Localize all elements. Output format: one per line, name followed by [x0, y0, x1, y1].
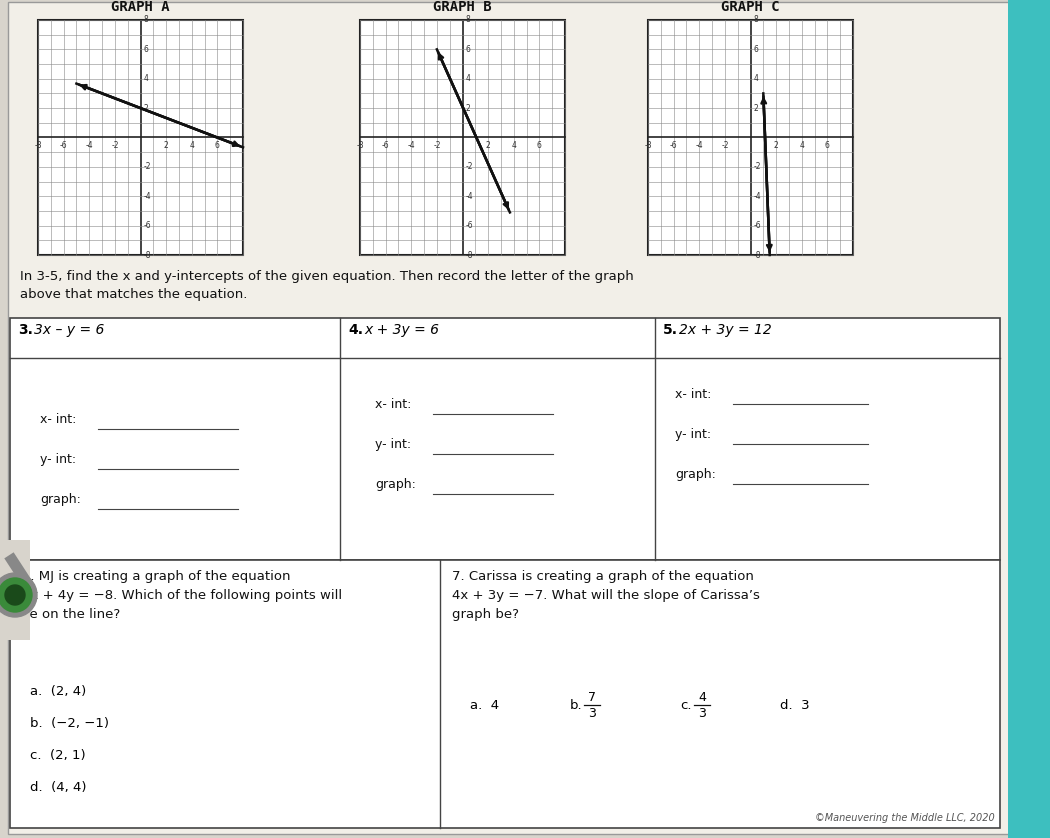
Text: -6: -6	[60, 142, 67, 151]
Text: 6: 6	[537, 142, 542, 151]
Text: x- int:: x- int:	[375, 398, 412, 411]
Text: -6: -6	[144, 221, 151, 230]
Text: 5.: 5.	[663, 323, 678, 337]
Text: graph:: graph:	[675, 468, 716, 481]
Text: -2: -2	[721, 142, 729, 151]
Text: 3x – y = 6: 3x – y = 6	[34, 323, 104, 337]
Text: y- int:: y- int:	[375, 438, 412, 451]
Text: 4: 4	[144, 75, 148, 83]
Text: -6: -6	[465, 221, 474, 230]
Text: d.  3: d. 3	[780, 699, 810, 711]
Text: graph:: graph:	[40, 493, 81, 506]
Text: x + 3y = 6: x + 3y = 6	[364, 323, 439, 337]
Text: c.  (2, 1): c. (2, 1)	[30, 749, 86, 762]
Text: -4: -4	[465, 192, 474, 201]
Text: 2: 2	[486, 142, 490, 151]
Bar	[10, 318, 1000, 560]
Text: -6: -6	[382, 142, 390, 151]
Text: -2: -2	[433, 142, 441, 151]
Bar	[648, 20, 853, 255]
Text: ©Maneuvering the Middle LLC, 2020: ©Maneuvering the Middle LLC, 2020	[815, 813, 995, 823]
Text: 6: 6	[754, 45, 758, 54]
Text: a.  4: a. 4	[470, 699, 499, 711]
Bar	[38, 20, 243, 255]
Bar	[0, 540, 30, 640]
Text: -4: -4	[144, 192, 151, 201]
Text: 2: 2	[164, 142, 168, 151]
Text: -4: -4	[754, 192, 761, 201]
Text: x- int:: x- int:	[40, 413, 77, 426]
Text: 6: 6	[144, 45, 148, 54]
Text: 4: 4	[511, 142, 517, 151]
Text: In 3-5, find the x and y-intercepts of the given equation. Then record the lette: In 3-5, find the x and y-intercepts of t…	[20, 270, 634, 301]
Text: graph:: graph:	[375, 478, 416, 491]
Circle shape	[0, 578, 32, 612]
Text: -2: -2	[111, 142, 119, 151]
Text: 3.: 3.	[18, 323, 33, 337]
Text: -8: -8	[356, 142, 363, 151]
Text: 4.: 4.	[348, 323, 363, 337]
Text: a.  (2, 4): a. (2, 4)	[30, 685, 86, 698]
Text: -8: -8	[35, 142, 42, 151]
Text: -2: -2	[144, 163, 151, 172]
Text: 4: 4	[189, 142, 194, 151]
Text: 6: 6	[465, 45, 470, 54]
Circle shape	[0, 573, 37, 617]
Text: 3: 3	[698, 706, 706, 720]
Text: -6: -6	[754, 221, 761, 230]
Text: 7. Carissa is creating a graph of the equation
4x + 3y = −7. What will the slope: 7. Carissa is creating a graph of the eq…	[452, 570, 760, 621]
Text: GRAPH A: GRAPH A	[111, 0, 170, 14]
Text: b.  (−2, −1): b. (−2, −1)	[30, 717, 109, 730]
Text: 2: 2	[774, 142, 778, 151]
Text: 2: 2	[754, 104, 758, 112]
Text: 4: 4	[799, 142, 804, 151]
Text: -2: -2	[754, 163, 761, 172]
Text: 3: 3	[588, 706, 596, 720]
Text: -4: -4	[407, 142, 415, 151]
Text: 8: 8	[465, 15, 470, 24]
Text: 6. MJ is creating a graph of the equation
2x + 4y = −8. Which of the following p: 6. MJ is creating a graph of the equatio…	[22, 570, 342, 621]
Text: c.: c.	[680, 699, 692, 711]
Text: 4: 4	[754, 75, 758, 83]
Text: 8: 8	[754, 15, 758, 24]
Text: 8: 8	[144, 15, 148, 24]
Text: -8: -8	[754, 251, 761, 260]
Text: -8: -8	[465, 251, 472, 260]
Text: 2: 2	[144, 104, 148, 112]
Text: 2: 2	[465, 104, 470, 112]
Text: y- int:: y- int:	[675, 428, 711, 441]
Text: 4: 4	[465, 75, 470, 83]
Text: 6: 6	[215, 142, 219, 151]
Text: d.  (4, 4): d. (4, 4)	[30, 781, 86, 794]
Text: -4: -4	[85, 142, 93, 151]
Text: GRAPH C: GRAPH C	[721, 0, 780, 14]
Text: b.: b.	[570, 699, 583, 711]
Text: -2: -2	[465, 163, 472, 172]
Bar	[360, 20, 565, 255]
Text: y- int:: y- int:	[40, 453, 76, 466]
Text: -4: -4	[695, 142, 704, 151]
Text: -8: -8	[144, 251, 151, 260]
Text: 7: 7	[588, 691, 596, 703]
Text: -6: -6	[670, 142, 677, 151]
Text: -8: -8	[645, 142, 652, 151]
Text: 4: 4	[698, 691, 706, 703]
Bar	[1008, 0, 1050, 838]
Text: GRAPH B: GRAPH B	[434, 0, 491, 14]
Circle shape	[5, 585, 25, 605]
Text: x- int:: x- int:	[675, 388, 712, 401]
Bar	[10, 560, 1000, 828]
Text: 2x + 3y = 12: 2x + 3y = 12	[679, 323, 772, 337]
Text: 6: 6	[825, 142, 830, 151]
